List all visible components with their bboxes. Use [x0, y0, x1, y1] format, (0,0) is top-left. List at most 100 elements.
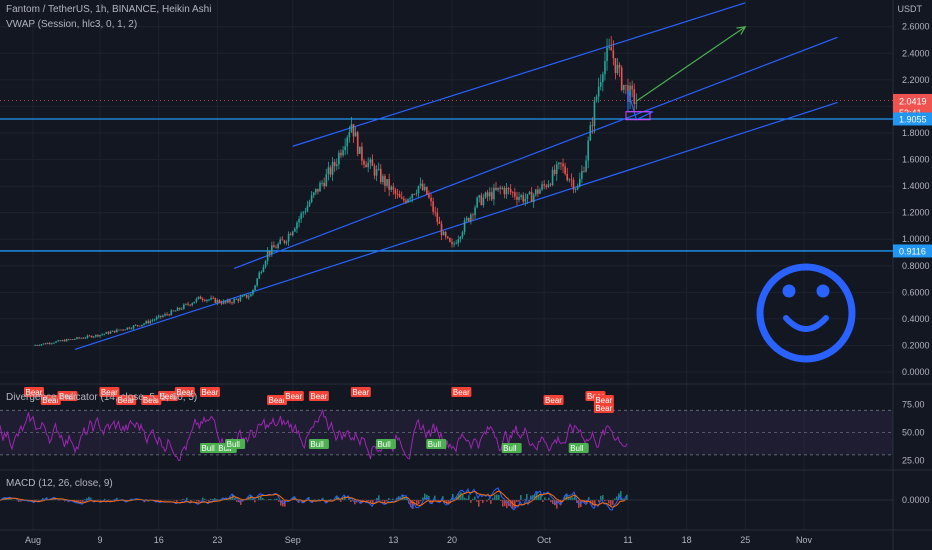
macd-histogram-bar — [510, 500, 512, 507]
candle-body — [514, 192, 516, 197]
candle-body — [562, 163, 564, 167]
candle-body — [109, 331, 112, 334]
macd-histogram-bar — [280, 500, 282, 506]
bear-label-box — [593, 395, 614, 405]
candle-body — [273, 245, 275, 248]
bull-label: Bull — [310, 440, 324, 449]
candle-body — [528, 191, 531, 195]
candle-body — [549, 184, 552, 186]
candle-body — [315, 188, 317, 193]
bull-label-box — [225, 439, 246, 449]
osc-line — [0, 409, 628, 461]
candle-body — [120, 329, 122, 331]
candle-body — [143, 323, 145, 325]
macd-histogram-bar — [530, 495, 532, 500]
candle-body — [199, 296, 202, 300]
candle-body — [191, 303, 194, 306]
time-tick-label: 18 — [682, 535, 692, 545]
candle-body — [170, 310, 173, 316]
macd-histogram-bar — [274, 498, 276, 500]
bear-label: Bear — [118, 396, 135, 405]
candle-body — [532, 194, 535, 203]
macd-histogram-bar — [600, 495, 602, 500]
candle-body — [472, 214, 474, 216]
candle-body — [465, 218, 468, 221]
divergence-legend: Divergence Indicator (14, close, 5, 5, 6… — [6, 392, 198, 403]
candle-body — [426, 186, 428, 195]
bear-label-box — [199, 387, 220, 397]
macd-histogram-bar — [486, 500, 488, 502]
candle-body — [65, 339, 68, 342]
macd-histogram-bar — [608, 500, 610, 504]
macd-histogram-bar — [518, 500, 520, 502]
candle-body — [92, 336, 95, 338]
candle-body — [373, 165, 376, 176]
candle-body — [222, 301, 225, 304]
candle-body — [118, 329, 120, 331]
macd-histogram-bar — [606, 500, 608, 501]
macd-histogram-bar — [116, 497, 118, 500]
macd-histogram-bar — [372, 500, 374, 505]
bear-label-box — [267, 395, 288, 405]
candle-body — [187, 303, 189, 305]
candle-body — [63, 340, 66, 342]
bear-label-box — [308, 391, 329, 401]
candle-body — [396, 193, 399, 195]
candle-body — [478, 195, 481, 198]
candle-body — [289, 233, 292, 236]
macd-histogram-bar — [464, 497, 466, 500]
candle-body — [507, 187, 510, 189]
bull-label-box — [308, 439, 329, 449]
bear-label: Bear — [310, 392, 327, 401]
macd-histogram-bar — [336, 495, 338, 500]
candle-body — [111, 330, 114, 332]
smiley-right-eye — [816, 284, 830, 298]
macd-histogram-bar — [476, 500, 478, 502]
candle-body — [310, 195, 313, 203]
candle-body — [384, 176, 386, 186]
macd-histogram-bar — [558, 500, 560, 504]
target-box — [625, 111, 651, 121]
candle-body — [497, 187, 499, 190]
candle-body — [46, 342, 49, 344]
macd-histogram-bar — [158, 500, 160, 501]
candle-body — [583, 171, 585, 172]
macd-histogram-bar — [176, 500, 178, 502]
candle-body — [440, 223, 443, 236]
candle-body — [608, 47, 610, 48]
macd-histogram-bar — [236, 500, 238, 502]
macd-histogram-bar — [342, 498, 344, 500]
candle-body — [551, 169, 554, 186]
candle-body — [474, 207, 476, 216]
candle-body — [59, 340, 62, 342]
candle-body — [342, 150, 344, 156]
macd-histogram-bar — [456, 495, 458, 500]
time-tick-label: Nov — [796, 535, 813, 545]
candle-body — [287, 233, 290, 242]
macd-histogram-bar — [212, 499, 214, 500]
macd-histogram-bar — [350, 500, 352, 502]
macd-histogram-bar — [576, 500, 578, 503]
macd-histogram-bar — [90, 497, 92, 500]
candle-body — [411, 194, 413, 199]
macd-histogram-bar — [190, 500, 192, 502]
candle-body — [599, 82, 602, 87]
projection-arrow-head — [736, 25, 747, 35]
candle-body — [74, 339, 76, 340]
candle-body — [595, 96, 598, 101]
macd-histogram-bar — [330, 499, 332, 500]
candle-body — [438, 221, 441, 224]
macd-histogram-bar — [622, 498, 624, 500]
macd-histogram-bar — [88, 496, 90, 500]
smiley-face-icon — [756, 263, 856, 363]
bull-label: Bull — [377, 440, 391, 449]
candle-body — [84, 337, 87, 339]
macd-histogram-bar — [84, 499, 86, 500]
bear-label-box — [99, 387, 120, 397]
candle-body — [541, 184, 543, 190]
macd-histogram-bar — [452, 494, 454, 500]
candle-body — [281, 239, 284, 241]
candle-body — [210, 297, 212, 300]
macd-histogram-bar — [80, 500, 82, 502]
